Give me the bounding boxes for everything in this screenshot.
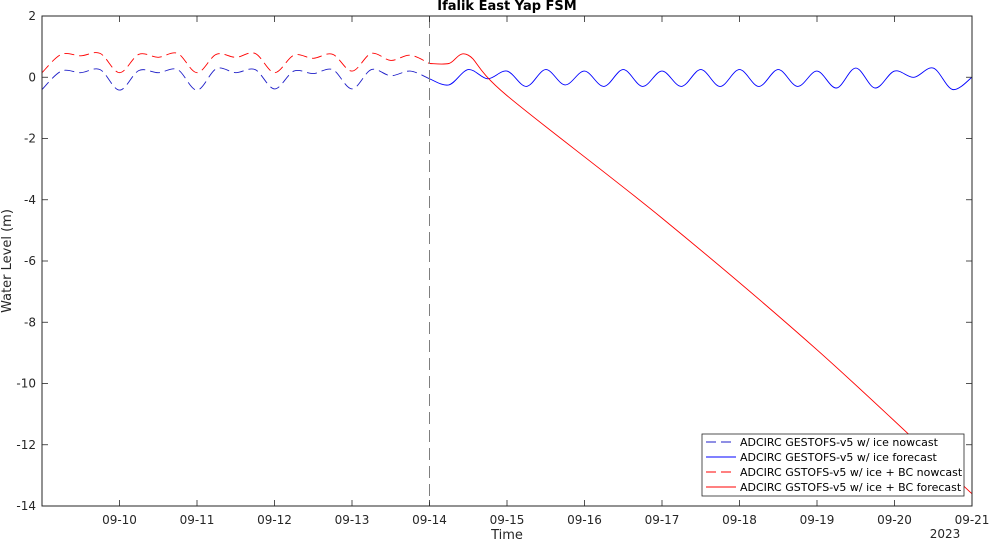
x-tick-label: 09-11	[180, 513, 215, 527]
x-tick-label: 09-16	[567, 513, 602, 527]
legend: ADCIRC GESTOFS-v5 w/ ice nowcast ADCIRC …	[701, 433, 965, 497]
plot-background	[42, 16, 972, 506]
legend-label-3: ADCIRC GSTOFS-v5 w/ ice + BC forecast	[740, 481, 962, 494]
y-tick-label: -4	[24, 193, 36, 207]
series-line-1	[429, 67, 973, 90]
legend-label-0: ADCIRC GESTOFS-v5 w/ ice nowcast	[740, 436, 939, 449]
series-line-0	[41, 67, 430, 91]
chart-title: Ifalik East Yap FSM	[437, 0, 576, 14]
series-line-3	[429, 53, 973, 495]
x-tick-label: 09-10	[102, 513, 137, 527]
y-tick-label: -8	[24, 315, 36, 329]
x-tick-label: 09-15	[490, 513, 525, 527]
y-tick-label: -10	[16, 377, 36, 391]
series-layer	[41, 52, 973, 495]
x-tick-label: 09-19	[800, 513, 835, 527]
series-line-2	[41, 52, 430, 74]
x-tick-label: 09-17	[645, 513, 680, 527]
x-tick-label: 09-13	[335, 513, 370, 527]
legend-label-1: ADCIRC GESTOFS-v5 w/ ice forecast	[740, 451, 938, 464]
legend-box	[701, 433, 965, 497]
ticks-layer: 2 0 -2 -4 -6 -8 -10 -12 -14 09-10 09-11 09-12 09-13 0…	[16, 9, 989, 527]
x-year-label: 2023	[930, 527, 961, 541]
y-tick-label: 0	[28, 70, 36, 84]
y-tick-label: -12	[16, 438, 36, 452]
y-axis-label: Water Level (m)	[0, 209, 15, 313]
y-tick-label: -6	[24, 254, 36, 268]
x-tick-label: 09-12	[257, 513, 292, 527]
y-tick-label: -14	[16, 499, 36, 513]
x-tick-label: 09-18	[722, 513, 757, 527]
x-tick-label: 09-14	[412, 513, 447, 527]
x-tick-label: 09-21	[955, 513, 989, 527]
y-tick-label: 2	[28, 9, 36, 23]
x-tick-label: 09-20	[877, 513, 912, 527]
x-axis-label: Time	[490, 528, 523, 541]
legend-label-2: ADCIRC GSTOFS-v5 w/ ice + BC nowcast	[740, 466, 963, 479]
y-tick-label: -2	[24, 132, 36, 146]
